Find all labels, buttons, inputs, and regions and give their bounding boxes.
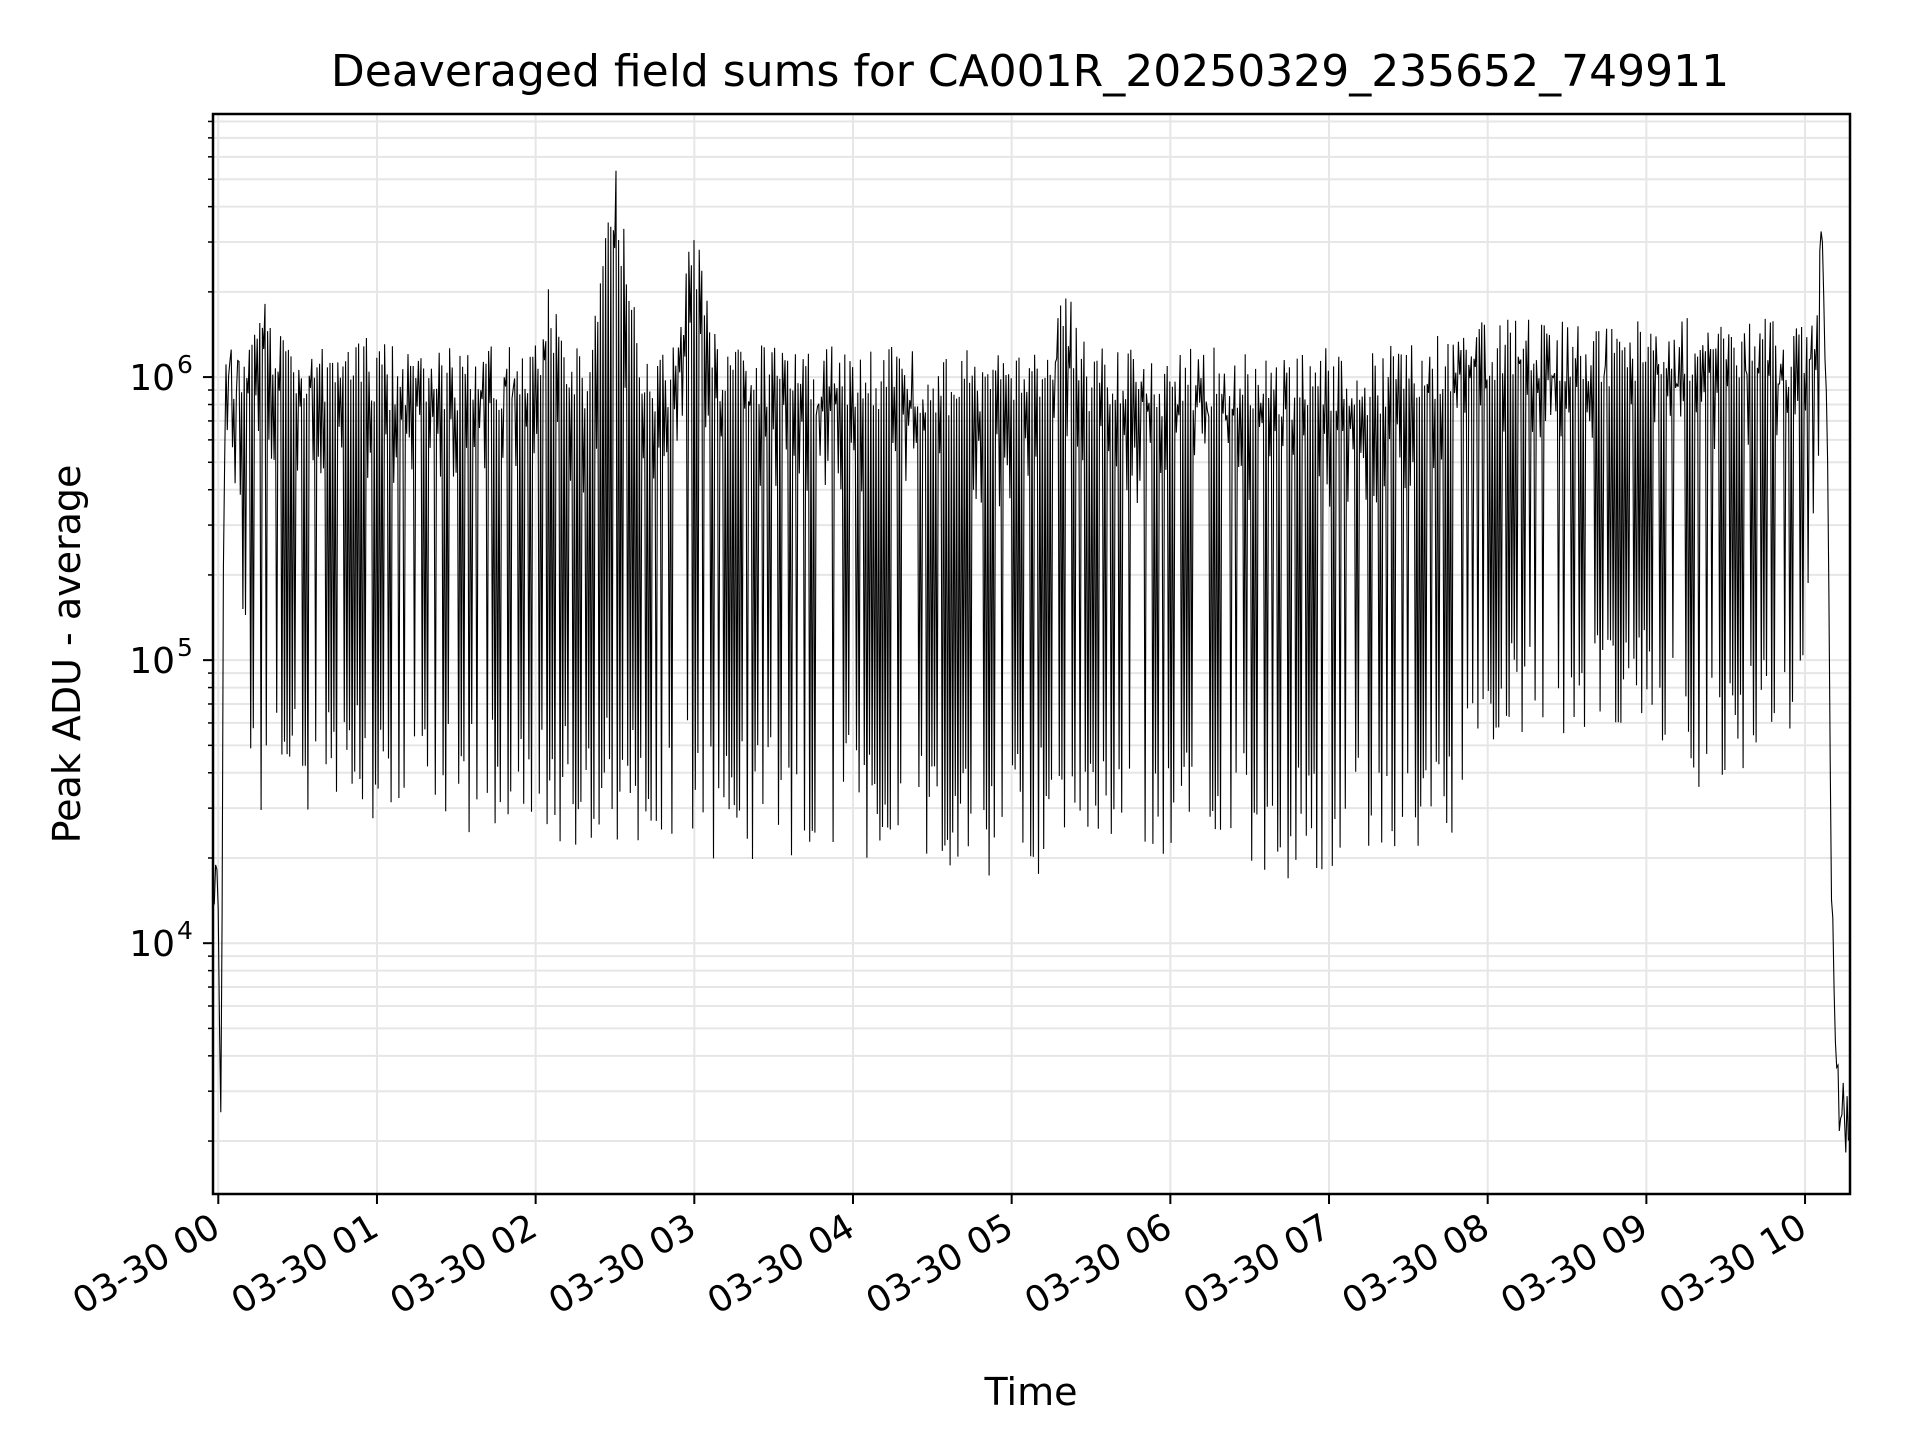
y-tick-exponent: 6 xyxy=(177,350,193,379)
y-tick-exponent: 4 xyxy=(177,916,193,945)
y-tick-exponent: 5 xyxy=(177,633,193,662)
chart-title: Deaveraged field sums for CA001R_2025032… xyxy=(331,46,1729,97)
y-tick-label: 10 xyxy=(129,924,175,965)
data-series xyxy=(212,170,1851,1153)
y-axis-label: Peak ADU - average xyxy=(45,465,89,844)
y-tick-label: 10 xyxy=(129,641,175,682)
series-line xyxy=(212,170,1851,1153)
plot-area-frame xyxy=(211,112,1852,1196)
y-tick-label: 10 xyxy=(129,358,175,399)
x-axis-label: Time xyxy=(984,1370,1078,1414)
